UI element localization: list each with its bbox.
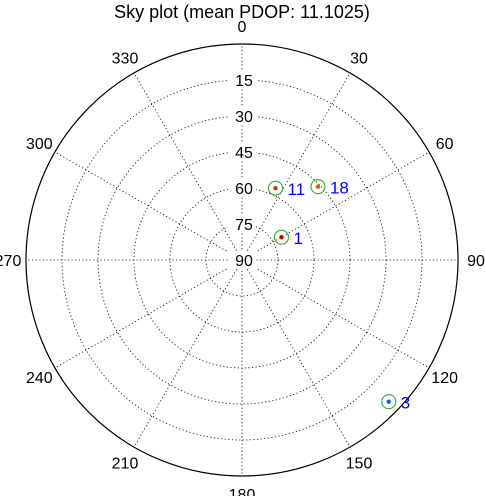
satellite-ring [381, 394, 397, 410]
satellite-ring [267, 180, 284, 196]
satellite-prn-label: 1 [293, 229, 302, 248]
elevation-tick-label: 45 [235, 145, 253, 162]
satellite-dot [279, 235, 284, 240]
elevation-tick-label: 30 [235, 109, 253, 126]
azimuth-spoke [133, 259, 243, 448]
horizon-circle [25, 43, 459, 477]
azimuth-spoke [241, 72, 351, 261]
azimuth-spoke [241, 259, 351, 448]
azimuth-tick-label: 150 [346, 456, 373, 473]
elevation-label-bg [228, 251, 256, 269]
satellite-3: 3 [381, 394, 410, 413]
elevation-tick-label: 60 [235, 181, 253, 198]
satellite-dot [273, 186, 278, 191]
azimuth-tick-label: 60 [436, 136, 454, 153]
azimuth-tick-label: 240 [26, 370, 53, 387]
azimuth-tick-label: 180 [229, 487, 256, 496]
azimuth-spoke [54, 151, 243, 261]
elevation-label-bg [228, 107, 256, 125]
elevation-label-bg [228, 215, 256, 233]
satellites: 1 3 11 18 [267, 179, 410, 413]
elevation-tick-label: 75 [235, 217, 253, 234]
elevation-labels: 15 30 45 60 75 90 [228, 71, 256, 270]
satellite-ring [310, 179, 326, 195]
elevation-label-bg [228, 179, 256, 197]
azimuth-tick-label: 330 [112, 50, 139, 67]
azimuth-labels: 0306090120150180210240270300330 [0, 19, 485, 496]
azimuth-spoke [54, 259, 243, 369]
satellite-prn-label: 11 [287, 180, 305, 199]
satellite-dot [315, 184, 321, 189]
satellite-dot [386, 399, 391, 404]
satellite-1: 1 [273, 229, 303, 248]
azimuth-tick-label: 0 [238, 19, 247, 36]
azimuth-tick-label: 90 [467, 253, 485, 270]
satellite-11: 11 [267, 180, 305, 199]
satellite-prn-label: 3 [401, 394, 410, 413]
azimuth-spoke [133, 72, 243, 261]
satellite-ring [273, 229, 290, 245]
satellite-18: 18 [310, 179, 349, 198]
satellite-prn-label: 18 [330, 179, 349, 198]
azimuth-tick-label: 270 [0, 253, 21, 270]
elevation-label-bg [228, 71, 256, 89]
azimuth-spoke [241, 151, 430, 261]
azimuth-spoke [241, 259, 430, 369]
elevation-tick-label: 15 [235, 73, 253, 90]
elevation-tick-label: 90 [235, 253, 253, 270]
azimuth-tick-label: 120 [431, 370, 458, 387]
azimuth-tick-label: 300 [26, 136, 53, 153]
chart-title: Sky plot (mean PDOP: 11.1025) [114, 2, 370, 22]
azimuth-tick-label: 210 [112, 456, 139, 473]
azimuth-tick-label: 30 [350, 50, 368, 67]
elevation-label-bg [228, 143, 256, 161]
